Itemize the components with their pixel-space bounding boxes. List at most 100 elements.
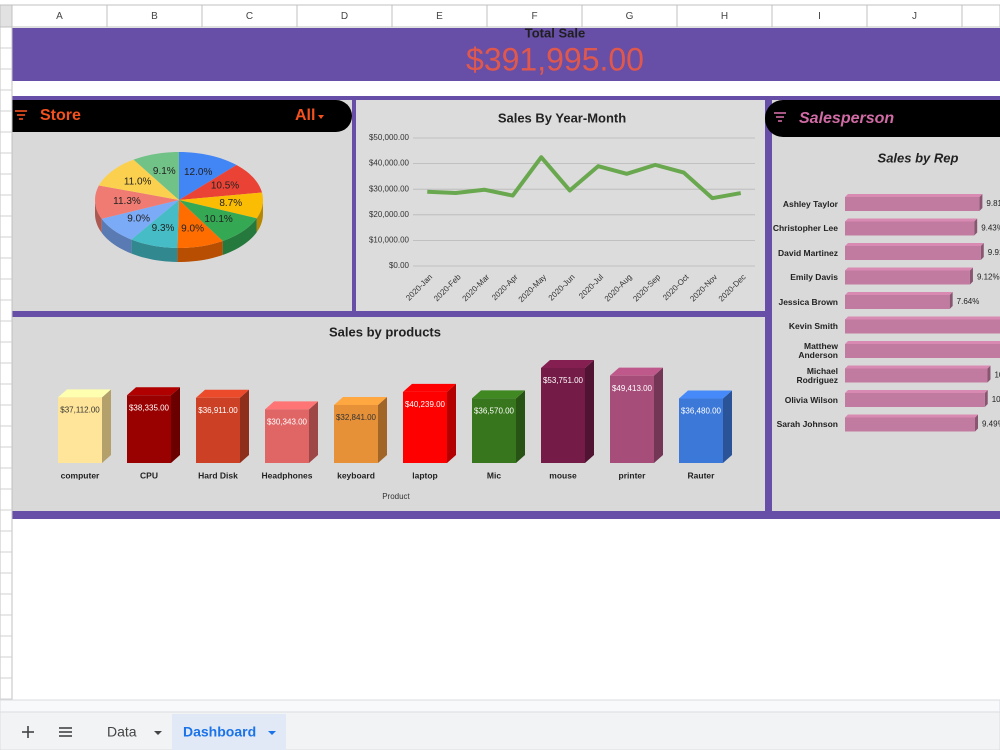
pie-value-label: 9.3% — [152, 223, 175, 234]
sheet-tabs: Data Dashboard — [107, 714, 286, 750]
x-tick-label: Rauter — [688, 470, 716, 480]
store-selection[interactable]: All — [295, 107, 315, 124]
bar — [845, 344, 1000, 358]
rep-name: Olivia Wilson — [784, 394, 838, 405]
pie-value-label: 9.1% — [153, 166, 176, 177]
bar-value-label: 9.81% — [986, 199, 1000, 208]
all-sheets-button[interactable] — [59, 727, 72, 737]
rep-name: Sarah Johnson — [776, 419, 838, 429]
column-letter: H — [721, 11, 728, 22]
bar-top — [845, 365, 991, 369]
x-tick-label: mouse — [549, 470, 577, 480]
pie-slice — [133, 152, 179, 200]
x-axis-title: Product — [382, 492, 410, 501]
column-letter: A — [56, 11, 63, 22]
pie-slice — [179, 192, 263, 219]
bar — [610, 375, 654, 463]
pie-value-label: 10.5% — [211, 181, 239, 192]
bar-value-label: $32,841.00 — [336, 413, 377, 422]
bar-top — [196, 389, 249, 398]
total-banner — [12, 28, 1000, 81]
bar-side — [984, 390, 988, 407]
chart-title: Sales By Year-Month — [498, 110, 626, 125]
salesperson-filter[interactable] — [765, 100, 1000, 137]
bar-side — [654, 367, 663, 463]
x-tick-label: keyboard — [337, 470, 375, 480]
dropdown-arrow[interactable] — [318, 115, 324, 119]
pie-slice-side — [256, 200, 263, 233]
rep-name: Emily Davis — [790, 272, 838, 282]
tab-menu-arrow — [154, 731, 162, 735]
column-letter: D — [341, 11, 348, 22]
bar-side — [949, 292, 953, 309]
filter-icon — [15, 110, 27, 120]
x-tick-label: Mic — [487, 470, 501, 480]
bar-side — [975, 414, 979, 432]
bar-value-label: $38,335.00 — [129, 403, 170, 412]
bar-side — [102, 389, 111, 463]
pie-value-label: 10.1% — [204, 214, 232, 225]
sheet-tab[interactable]: Dashboard — [183, 724, 256, 740]
column-letter: F — [531, 11, 537, 22]
bar-value-label: 10.4% — [994, 371, 1000, 380]
bar-side — [171, 387, 180, 463]
pie-slice — [179, 152, 237, 200]
pie-value-label: 9.0% — [181, 223, 204, 234]
pie-slice-side — [222, 218, 257, 256]
pie-value-label: 11.3% — [113, 196, 141, 207]
x-tick-label: laptop — [412, 470, 438, 480]
line-panel — [356, 100, 765, 311]
store-label: Store — [40, 107, 81, 124]
column-header-row — [0, 4, 1000, 28]
bar — [265, 409, 309, 463]
total-value: $391,995.00 — [466, 41, 644, 77]
chart-title: Sales by products — [329, 324, 441, 339]
bar-side — [585, 360, 594, 463]
pie-slice — [131, 200, 179, 248]
bar-side — [378, 396, 387, 463]
store-filter[interactable] — [0, 100, 352, 132]
bar-top — [845, 292, 953, 295]
bar-value-label: $36,480.00 — [681, 407, 722, 416]
salesperson-label: Salesperson — [799, 110, 894, 127]
bar-side — [969, 267, 973, 285]
bar-top — [334, 396, 387, 405]
y-tick-label: $10,000.00 — [369, 236, 410, 245]
bar-top — [679, 390, 732, 399]
column-letter: C — [246, 11, 253, 22]
pie-slice-side — [95, 200, 102, 233]
bar-value-label: $53,751.00 — [543, 376, 584, 385]
y-tick-label: $50,000.00 — [369, 133, 410, 142]
bar-side — [516, 390, 525, 463]
rep-name: Matthew Anderson — [798, 341, 838, 360]
bar — [845, 270, 970, 285]
scroll-bar[interactable] — [0, 699, 1000, 713]
row-lines — [0, 47, 12, 700]
bar-side — [987, 365, 991, 383]
bar-value-label: 9.12% — [977, 273, 1000, 282]
sheet-tab[interactable]: Data — [107, 724, 137, 740]
pie-slice — [98, 159, 179, 200]
rep-name: Jessica Brown — [778, 296, 838, 307]
bar-side — [240, 389, 249, 463]
rep-name: Michael Rodriguez — [796, 365, 838, 385]
bar — [845, 221, 975, 236]
bar — [845, 319, 1000, 334]
pie-slice — [95, 185, 179, 219]
bar-value-label: 9.91% — [988, 248, 1000, 257]
pie-value-label: 8.7% — [219, 198, 242, 209]
bar-value-label: 9.49% — [982, 420, 1000, 429]
tab-menu-arrow — [268, 731, 276, 735]
y-tick-label: $30,000.00 — [369, 184, 410, 193]
row-header-column — [0, 26, 13, 708]
bar — [541, 368, 585, 463]
active-tab — [172, 714, 286, 750]
bar-value-label: $37,112.00 — [60, 406, 100, 415]
column-headers: A B C D E F G H I J — [56, 5, 963, 27]
column-letter: E — [436, 11, 443, 22]
bar-value-label: $30,343.00 — [267, 417, 308, 426]
bar — [845, 246, 981, 260]
bar-side — [979, 194, 983, 211]
column-letter: I — [818, 11, 821, 22]
add-sheet-button[interactable] — [22, 726, 34, 738]
